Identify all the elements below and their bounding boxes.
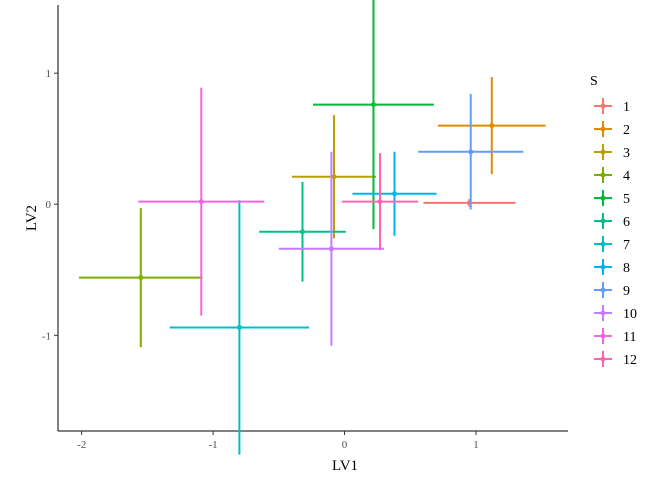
y-axis-label: LV2	[24, 205, 40, 231]
legend-label: 8	[623, 261, 630, 276]
point	[489, 123, 495, 129]
legend-label: 5	[623, 192, 630, 207]
legend-label: 1	[623, 100, 630, 115]
point	[391, 191, 397, 197]
y-tick-label: 1	[46, 68, 52, 80]
legend-label: 4	[623, 169, 630, 184]
point	[236, 324, 242, 330]
legend-label: 6	[623, 215, 630, 230]
point	[331, 174, 337, 180]
legend-label: 7	[623, 238, 630, 253]
point	[370, 102, 376, 108]
point	[138, 275, 144, 281]
legend-key	[600, 264, 606, 270]
legend-key	[600, 126, 606, 132]
legend-key	[600, 310, 606, 316]
y-tick-label: 0	[46, 199, 52, 211]
legend-key	[600, 356, 606, 362]
legend-label: 12	[623, 353, 637, 368]
x-tick-label: -1	[209, 439, 218, 451]
legend-key	[600, 149, 606, 155]
legend-label: 3	[623, 146, 630, 161]
legend-label: 2	[623, 123, 630, 138]
x-tick-label: 0	[342, 439, 348, 451]
legend-key	[600, 218, 606, 224]
legend-label: 11	[623, 330, 636, 345]
legend-key	[600, 287, 606, 293]
point	[377, 199, 383, 205]
legend-key	[600, 333, 606, 339]
legend-key	[600, 195, 606, 201]
x-tick-label: 1	[473, 439, 479, 451]
point	[468, 149, 474, 155]
point	[198, 199, 204, 205]
point	[299, 229, 305, 235]
legend-label: 9	[623, 284, 630, 299]
legend-key	[600, 172, 606, 178]
x-axis-label: LV1	[332, 458, 358, 474]
y-tick-label: -1	[42, 330, 51, 342]
legend-key	[600, 241, 606, 247]
x-tick-label: -2	[77, 439, 86, 451]
point	[328, 246, 334, 252]
legend-key	[600, 103, 606, 109]
legend-title: S	[590, 74, 598, 89]
legend-label: 10	[623, 307, 637, 322]
